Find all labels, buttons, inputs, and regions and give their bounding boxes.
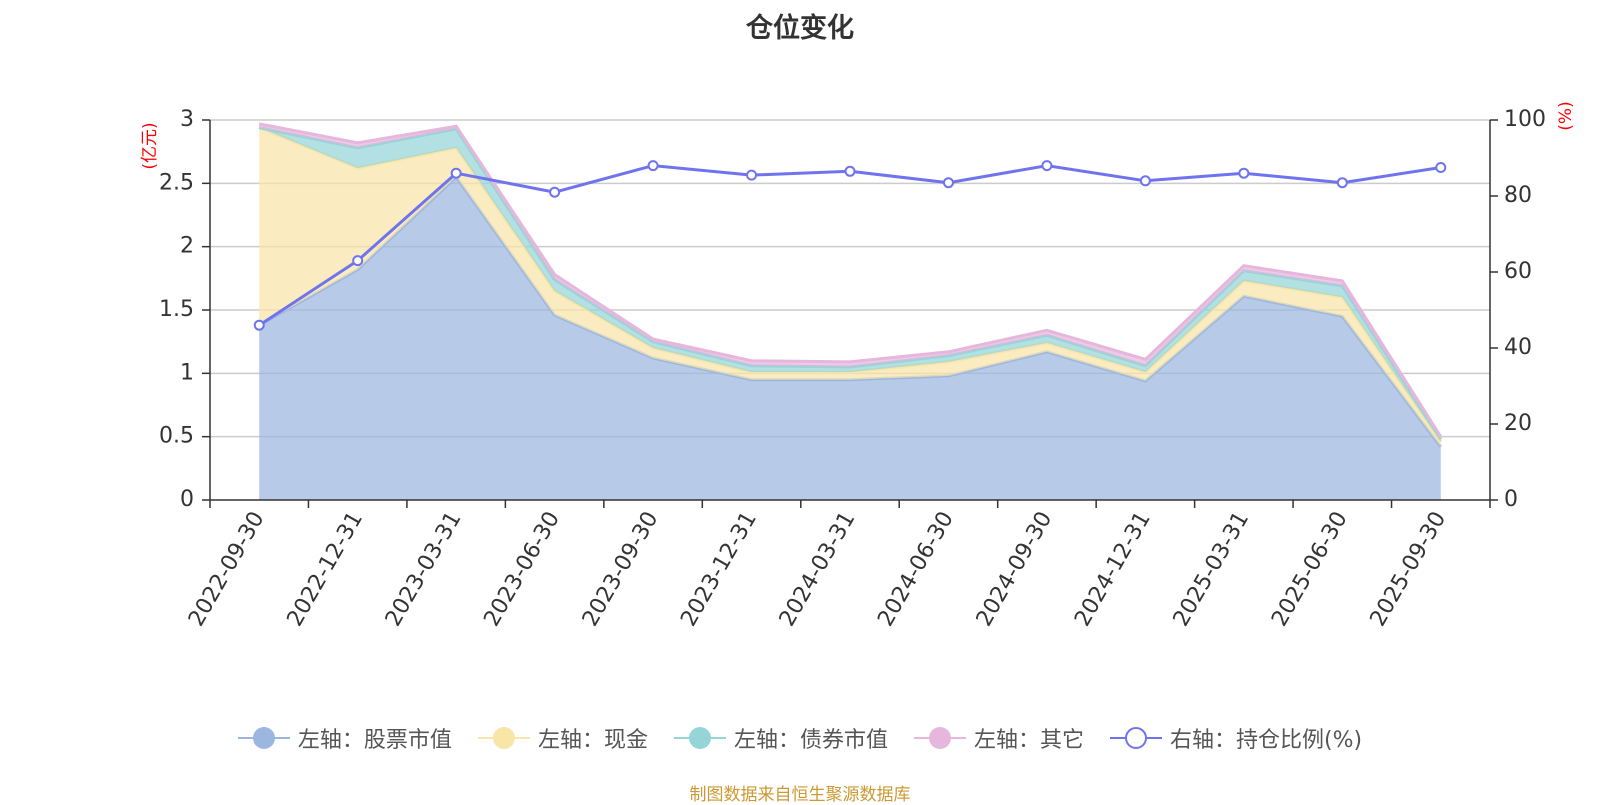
x-tick-label: 2024-12-31 <box>1070 508 1156 631</box>
ratio-point <box>1139 175 1151 187</box>
legend-swatch <box>673 724 726 752</box>
right-tick-label: 80 <box>1504 183 1532 208</box>
legend-item[interactable]: 左轴：债券市值 <box>673 722 888 754</box>
right-tick-label: 100 <box>1504 107 1546 132</box>
legend-swatch-dot <box>252 727 275 749</box>
right-axis-title: (%) <box>1556 101 1576 130</box>
x-tick-label: 2023-06-30 <box>479 508 565 631</box>
ratio-point <box>647 160 659 172</box>
right-tick-label: 40 <box>1504 335 1532 360</box>
left-tick-label: 1.5 <box>159 297 194 322</box>
left-tick-label: 3 <box>180 107 194 132</box>
area-edge-左轴：其它 <box>258 122 1443 438</box>
right-tick-label: 0 <box>1504 487 1518 512</box>
legend-label: 左轴：其它 <box>973 728 1084 753</box>
legend-label: 左轴：股票市值 <box>297 728 452 753</box>
x-tick-label: 2024-03-31 <box>775 508 861 631</box>
ratio-point <box>844 165 856 177</box>
legend-swatch <box>913 724 966 752</box>
x-tick-label: 2023-03-31 <box>381 507 467 630</box>
legend: 左轴：股票市值 左轴：现金 左轴：债券市值 左轴：其它 右轴：持仓比例(%) <box>0 722 1600 754</box>
chart-title: 仓位变化 <box>746 13 854 44</box>
ratio-point <box>1336 177 1348 189</box>
left-tick-label: 0.5 <box>159 424 194 449</box>
right-tick-label: 60 <box>1504 259 1532 284</box>
legend-label: 左轴：债券市值 <box>733 728 888 753</box>
x-tick-label: 2025-03-31 <box>1169 508 1255 631</box>
x-tick-label: 2023-09-30 <box>578 508 664 631</box>
x-tick-label: 2025-06-30 <box>1267 508 1353 631</box>
ratio-point <box>1238 167 1250 179</box>
left-tick-label: 1 <box>180 360 194 385</box>
ratio-point <box>1041 160 1053 172</box>
legend-item[interactable]: 右轴：持仓比例(%) <box>1109 722 1363 754</box>
x-tick-label: 2024-09-30 <box>972 508 1058 631</box>
legend-label: 右轴：持仓比例(%) <box>1169 728 1363 753</box>
ratio-point <box>746 169 758 181</box>
legend-item[interactable]: 左轴：现金 <box>477 722 648 754</box>
left-tick-label: 0 <box>180 487 194 512</box>
ratio-point <box>942 177 954 189</box>
legend-label: 左轴：现金 <box>537 728 648 753</box>
legend-swatch <box>477 724 530 752</box>
left-axis-title: (亿元) <box>140 122 160 169</box>
left-tick-label: 2.5 <box>159 170 194 195</box>
x-tick-label: 2022-12-31 <box>283 508 369 631</box>
legend-item[interactable]: 左轴：其它 <box>913 722 1084 754</box>
area-左轴：股票市值 <box>259 177 1441 500</box>
stacked-areas <box>258 122 1443 500</box>
legend-swatch <box>1109 724 1162 752</box>
ratio-point <box>1435 162 1447 173</box>
legend-item[interactable]: 左轴：股票市值 <box>237 722 452 754</box>
source-note: 制图数据来自恒生聚源数据库 <box>689 785 911 805</box>
ratio-point <box>450 167 462 179</box>
legend-swatch-dot <box>492 727 515 749</box>
x-tick-label: 2022-09-30 <box>184 508 270 631</box>
legend-swatch-dot <box>1124 727 1147 749</box>
legend-swatch-dot <box>928 727 951 749</box>
area-左轴：债券市值 <box>259 127 1441 442</box>
ratio-point <box>549 186 561 198</box>
legend-swatch-dot <box>688 727 711 749</box>
x-tick-label: 2023-12-31 <box>676 508 762 631</box>
left-tick-label: 2 <box>180 234 194 259</box>
ratio-point <box>352 255 364 267</box>
x-tick-label: 2024-06-30 <box>873 508 959 631</box>
ratio-line <box>253 160 1447 331</box>
legend-swatch <box>237 724 290 752</box>
right-tick-label: 20 <box>1504 411 1532 436</box>
ratio-point <box>253 319 265 331</box>
x-tick-label: 2025-09-30 <box>1366 508 1452 631</box>
